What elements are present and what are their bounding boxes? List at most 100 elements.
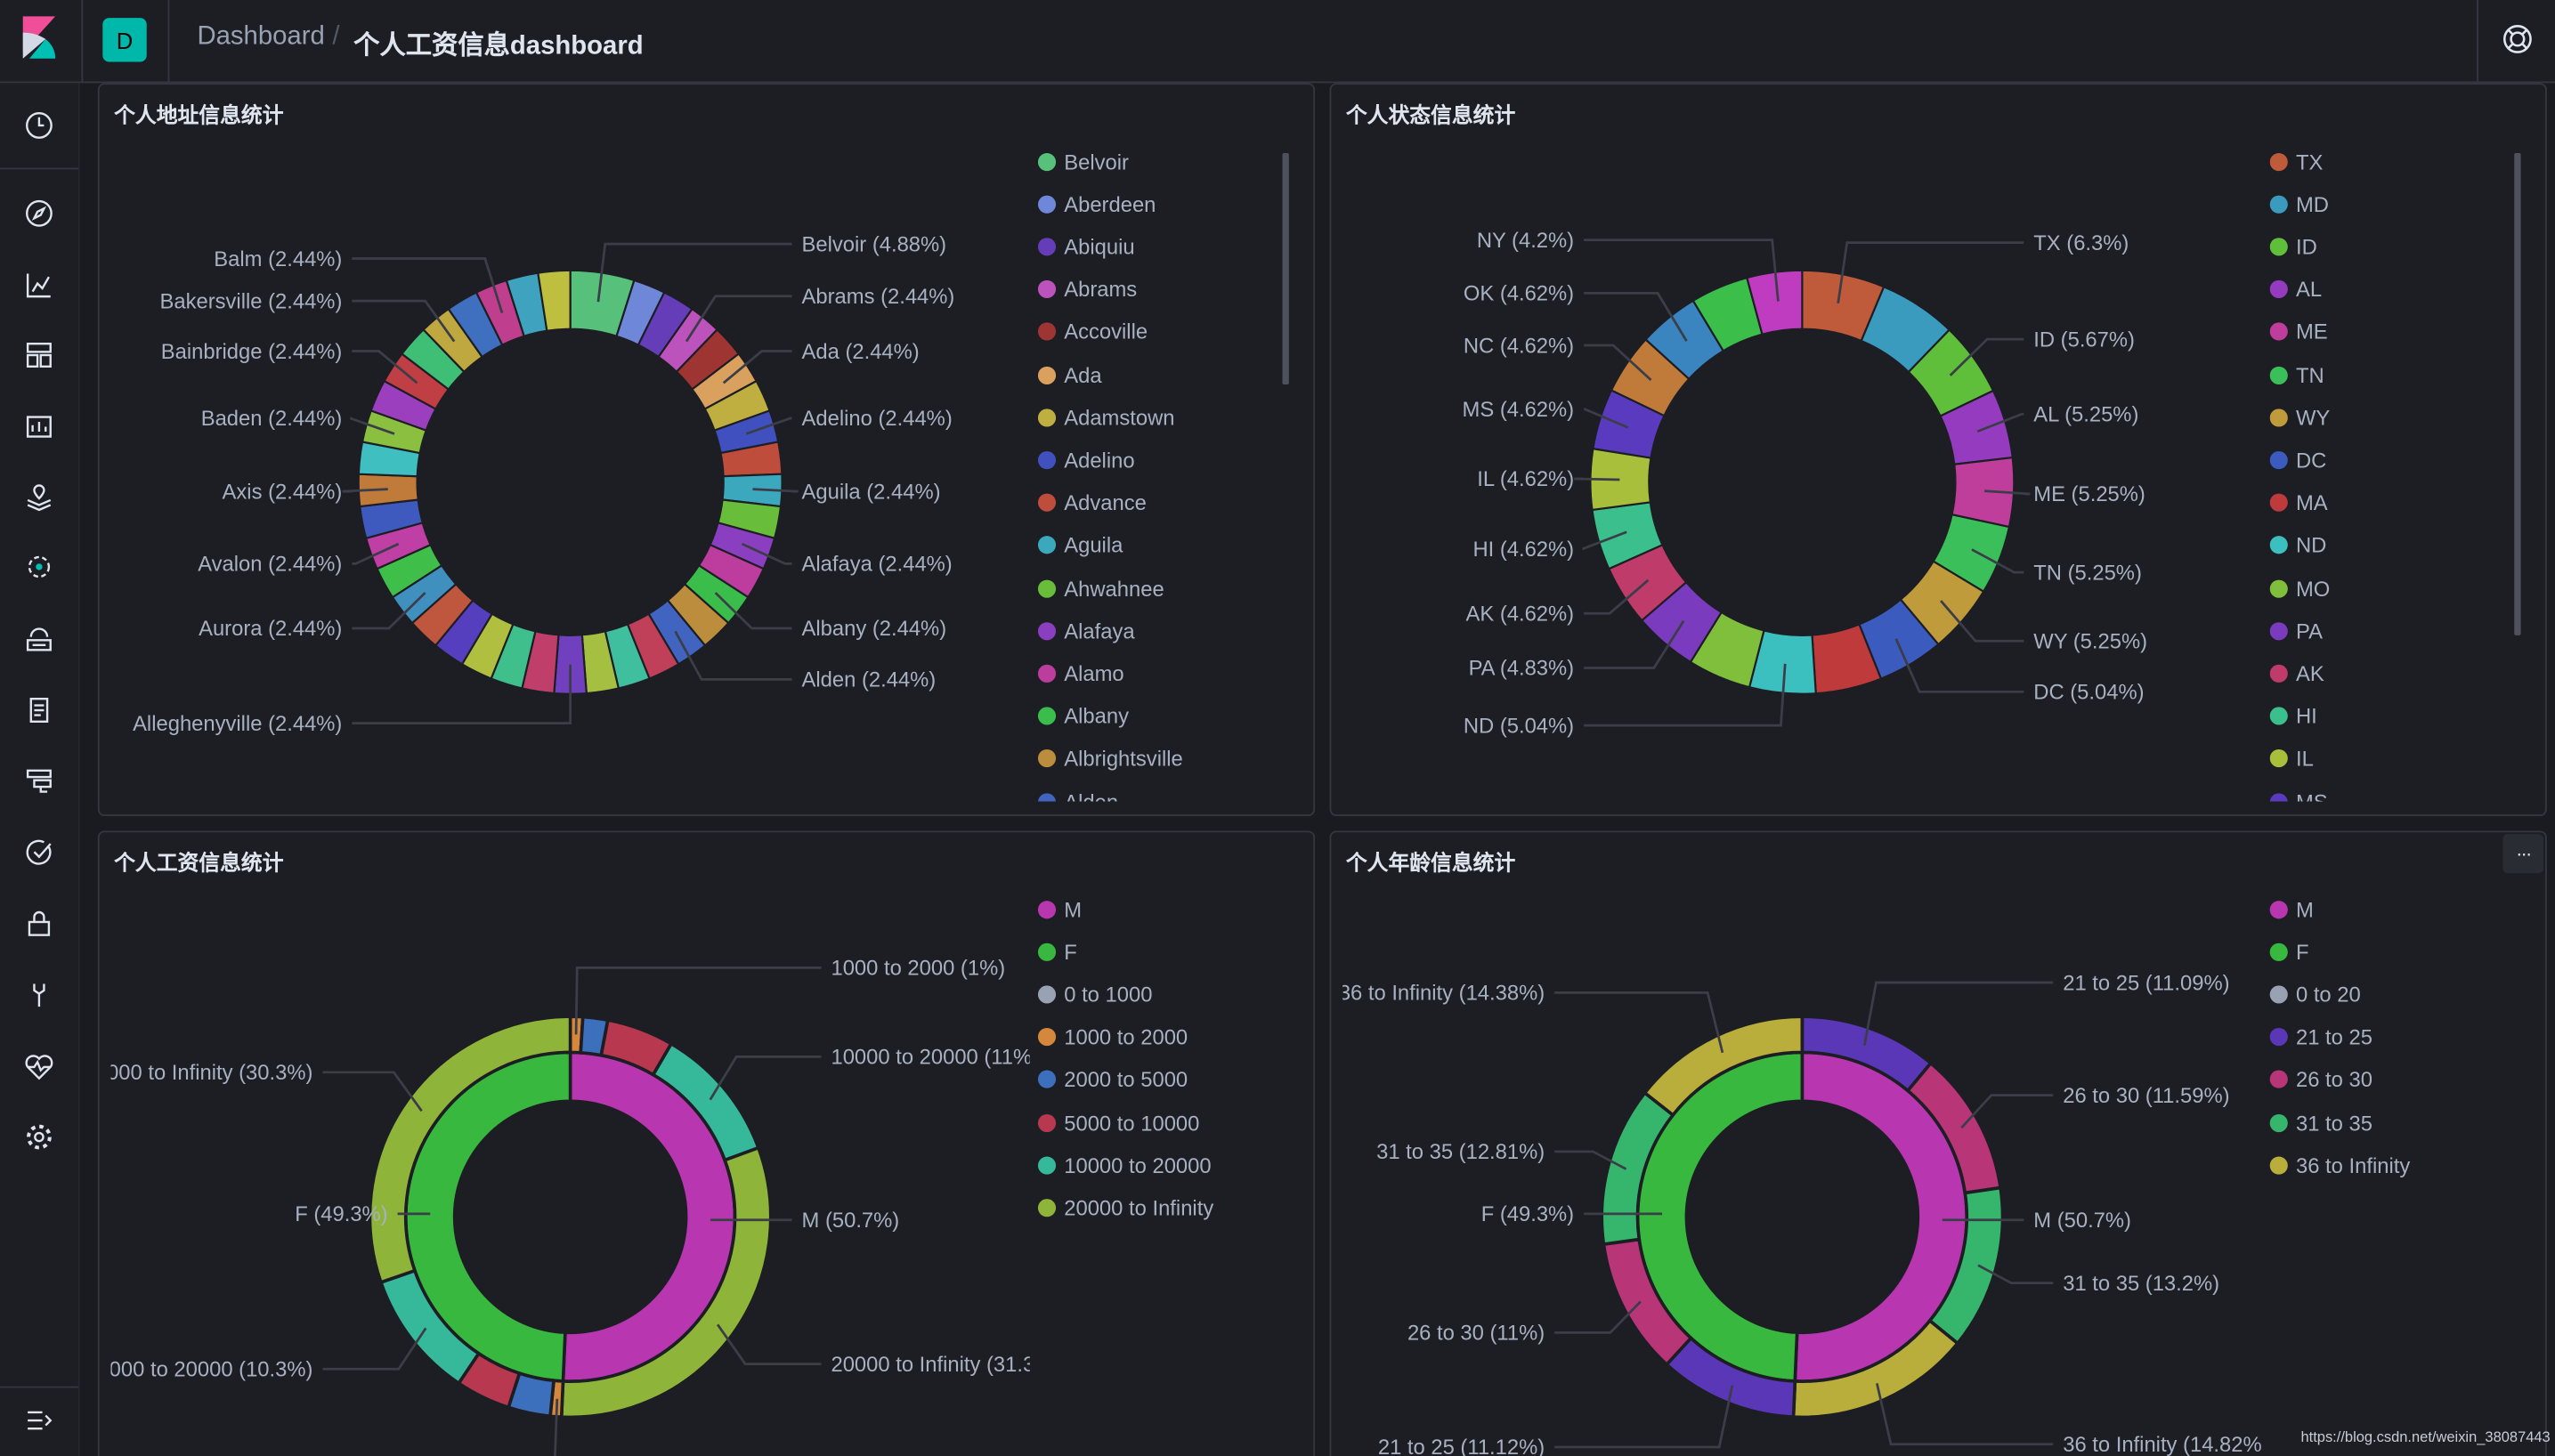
legend-item[interactable]: MO bbox=[2269, 571, 2330, 604]
legend-item[interactable]: 2000 to 5000 bbox=[1037, 1064, 1188, 1096]
legend-item[interactable]: M bbox=[1037, 893, 1082, 926]
legend-item[interactable]: Accoville bbox=[1037, 316, 1148, 349]
legend-item[interactable]: 1000 to 2000 bbox=[1037, 1021, 1188, 1054]
slice-label: Alleghenyville (2.44%) bbox=[133, 712, 342, 736]
pie-slice-36-to-infinity[interactable] bbox=[1642, 1015, 1805, 1118]
legend-item[interactable]: F bbox=[1037, 935, 1077, 968]
legend-color-dot-icon bbox=[1037, 238, 1057, 256]
logs-icon[interactable] bbox=[23, 694, 56, 727]
ml-icon[interactable] bbox=[23, 551, 56, 584]
legend-item[interactable]: Alafaya bbox=[1037, 614, 1135, 647]
legend-color-dot-icon bbox=[1037, 749, 1057, 768]
help-lifebuoy-icon[interactable] bbox=[2502, 23, 2535, 56]
legend-item[interactable]: 26 to 30 bbox=[2269, 1064, 2372, 1096]
legend-item[interactable]: 21 to 25 bbox=[2269, 1021, 2372, 1054]
legend-item[interactable]: TN bbox=[2269, 359, 2324, 392]
legend-item[interactable]: MA bbox=[2269, 487, 2328, 520]
slice-label: 21 to 25 (11.12%) bbox=[1378, 1436, 1545, 1456]
infrastructure-icon[interactable] bbox=[23, 622, 56, 655]
legend-item[interactable]: DC bbox=[2269, 444, 2327, 477]
legend-scrollbar[interactable] bbox=[1282, 153, 1289, 384]
legend-item[interactable]: ME bbox=[2269, 316, 2328, 349]
heartbeat-icon[interactable] bbox=[23, 1051, 56, 1084]
legend-item[interactable]: 5000 to 10000 bbox=[1037, 1106, 1199, 1139]
legend-item[interactable]: 31 to 35 bbox=[2269, 1106, 2372, 1139]
legend-item[interactable]: AL bbox=[2269, 273, 2323, 306]
legend-item[interactable]: ID bbox=[2269, 231, 2317, 263]
legend-scrollbar[interactable] bbox=[2514, 153, 2521, 635]
legend-color-dot-icon bbox=[2269, 536, 2288, 554]
gear-icon[interactable] bbox=[23, 1120, 56, 1153]
legend-item[interactable]: 20000 to Infinity bbox=[1037, 1192, 1213, 1225]
legend-item[interactable]: Belvoir bbox=[1037, 145, 1129, 178]
label-leader-line bbox=[1554, 1300, 1642, 1334]
label-leader-line bbox=[1584, 619, 1685, 669]
legend-color-dot-icon bbox=[1037, 1198, 1057, 1217]
legend-item[interactable]: Alamo bbox=[1037, 657, 1124, 690]
legend-item[interactable]: Adelino bbox=[1037, 444, 1135, 477]
legend-item[interactable]: 0 to 20 bbox=[2269, 978, 2361, 1011]
legend-item[interactable]: IL bbox=[2269, 742, 2314, 775]
legend-label: Ada bbox=[1064, 362, 1102, 387]
label-leader-line bbox=[322, 1071, 423, 1112]
label-leader-line bbox=[1863, 981, 2054, 1046]
legend-item[interactable]: 36 to Infinity bbox=[2269, 1149, 2410, 1182]
legend-item[interactable]: Aguila bbox=[1037, 529, 1123, 562]
legend-item[interactable]: MS bbox=[2269, 785, 2328, 802]
legend-item[interactable]: Aberdeen bbox=[1037, 188, 1156, 221]
legend-item[interactable]: TX bbox=[2269, 145, 2323, 178]
legend-item[interactable]: Albany bbox=[1037, 700, 1129, 732]
legend-item[interactable]: Abiquiu bbox=[1037, 231, 1135, 263]
pie-slice-ny[interactable] bbox=[1745, 269, 1804, 336]
legend-item[interactable]: Albrightsville bbox=[1037, 742, 1183, 775]
legend-item[interactable]: ND bbox=[2269, 529, 2326, 562]
legend-item[interactable]: Abrams bbox=[1037, 273, 1137, 306]
legend-item[interactable]: Ada bbox=[1037, 359, 1102, 392]
legend-label: AL bbox=[2295, 277, 2323, 302]
label-leader-line bbox=[352, 664, 572, 725]
collapse-menu-icon[interactable] bbox=[23, 1404, 56, 1437]
slice-label: 1000 to 2000 (0.9%) bbox=[121, 1454, 313, 1456]
label-leader-line bbox=[554, 1398, 559, 1456]
panel-options-button[interactable]: ··· bbox=[2502, 834, 2544, 874]
pie-slice-20000-to-infinity[interactable] bbox=[368, 1015, 572, 1285]
breadcrumb-dashboard-link[interactable]: Dashboard bbox=[197, 22, 325, 51]
legend-item[interactable]: AK bbox=[2269, 657, 2324, 690]
legend-item[interactable]: M bbox=[2269, 893, 2314, 926]
dashboard-icon[interactable] bbox=[23, 339, 56, 372]
label-leader-line bbox=[745, 417, 792, 435]
slice-label: OK (4.62%) bbox=[1464, 282, 1574, 306]
pie-slice[interactable] bbox=[537, 269, 572, 333]
legend-item[interactable]: Adamstown bbox=[1037, 401, 1175, 434]
legend-item[interactable]: 10000 to 20000 bbox=[1037, 1149, 1212, 1182]
uptime-icon[interactable] bbox=[23, 836, 56, 869]
legend-item[interactable]: Advance bbox=[1037, 487, 1147, 520]
space-avatar-button[interactable]: D bbox=[102, 18, 147, 62]
visualize-icon[interactable] bbox=[23, 269, 56, 302]
panel-state-stats: 个人状态信息统计 bbox=[1329, 83, 2547, 817]
legend-label: HI bbox=[2295, 703, 2317, 729]
maps-icon[interactable] bbox=[23, 481, 56, 514]
legend-label: DC bbox=[2295, 448, 2327, 473]
lock-icon[interactable] bbox=[23, 908, 56, 941]
legend-color-dot-icon bbox=[2269, 195, 2288, 214]
legend-item[interactable]: F bbox=[2269, 935, 2309, 968]
label-leader-line bbox=[1584, 344, 1652, 381]
legend-item[interactable]: MD bbox=[2269, 188, 2329, 221]
clock-icon[interactable] bbox=[23, 109, 56, 142]
legend-item[interactable]: WY bbox=[2269, 401, 2330, 434]
legend-item[interactable]: 0 to 1000 bbox=[1037, 978, 1152, 1011]
wrench-icon[interactable] bbox=[23, 979, 56, 1012]
legend-item[interactable]: Alden bbox=[1037, 785, 1118, 802]
slice-label: DC (5.04%) bbox=[2033, 681, 2144, 705]
compass-icon[interactable] bbox=[23, 197, 56, 230]
legend-item[interactable]: Ahwahnee bbox=[1037, 571, 1164, 604]
kibana-logo-icon[interactable] bbox=[22, 16, 56, 59]
legend-item[interactable]: PA bbox=[2269, 614, 2323, 647]
apm-icon[interactable] bbox=[23, 764, 56, 797]
legend-item[interactable]: HI bbox=[2269, 700, 2317, 732]
legend-color-dot-icon bbox=[1037, 152, 1057, 171]
header-divider bbox=[81, 0, 84, 82]
canvas-icon[interactable] bbox=[23, 410, 56, 443]
